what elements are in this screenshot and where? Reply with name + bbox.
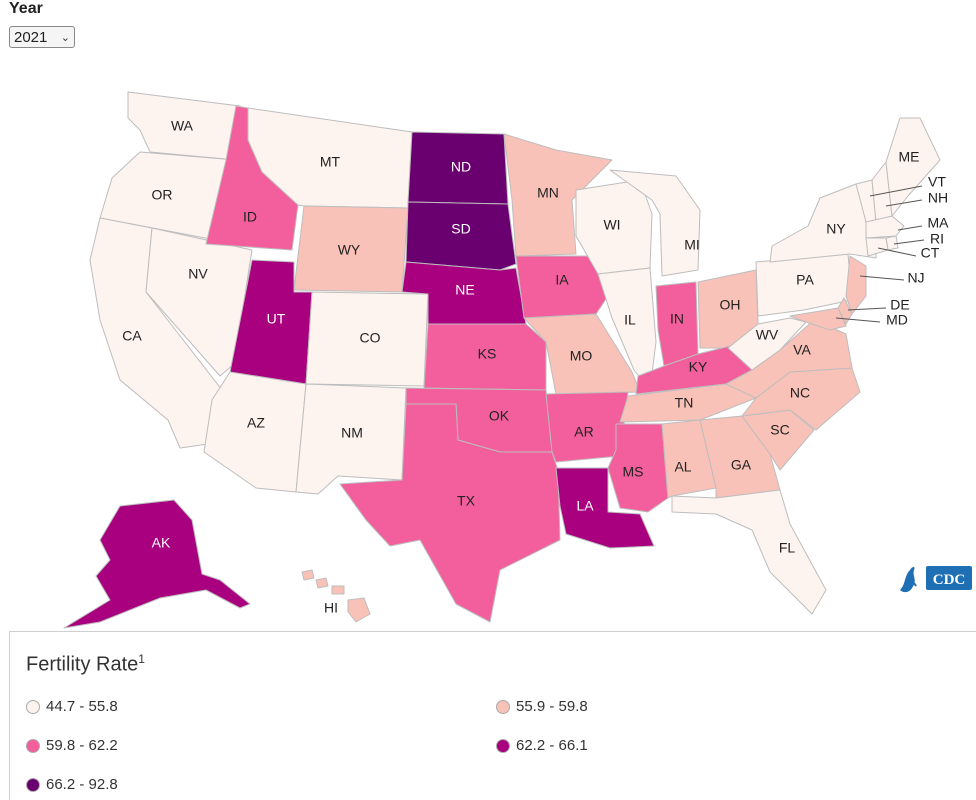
state-ND[interactable] (407, 131, 509, 205)
state-HI[interactable] (301, 569, 371, 623)
us-choropleth-map: WA OR CA NV ID MT WY UT AZ CO NM ND SD N… (63, 91, 950, 629)
state-CO[interactable] (305, 291, 429, 387)
state-FL[interactable] (671, 489, 827, 615)
state-KS[interactable] (423, 323, 547, 391)
legend-range-1: 44.7 - 55.8 (46, 698, 118, 715)
label-MD: MD (886, 312, 908, 328)
state-WY[interactable] (293, 205, 409, 293)
legend-title-text: Fertility Rate (26, 653, 139, 676)
legend-swatch-3 (26, 738, 40, 753)
legend-swatch-4 (496, 738, 510, 753)
state-AK[interactable] (63, 499, 251, 629)
legend-swatch-1 (26, 699, 40, 714)
legend-item-3: 59.8 - 62.2 (26, 737, 118, 754)
state-IA[interactable] (515, 255, 613, 319)
cdc-logo-text: CDC (933, 572, 966, 588)
label-HI: HI (324, 600, 338, 616)
label-CT: CT (921, 245, 940, 261)
legend-swatch-5 (26, 777, 40, 792)
legend-range-2: 55.9 - 59.8 (516, 698, 588, 715)
leader-MA (897, 225, 923, 231)
label-RI: RI (930, 231, 944, 247)
state-VA[interactable] (725, 319, 853, 399)
state-IN[interactable] (655, 281, 699, 367)
cdc-logo: CDC (900, 566, 972, 593)
legend-range-3: 59.8 - 62.2 (46, 737, 118, 754)
state-MN[interactable] (503, 133, 613, 257)
legend-item-1: 44.7 - 55.8 (26, 698, 118, 715)
leader-NJ (859, 275, 905, 281)
state-MS[interactable] (607, 423, 669, 513)
state-AR[interactable] (545, 391, 629, 463)
state-TX[interactable] (339, 403, 561, 623)
legend: Fertility Rate1 44.7 - 55.8 55.9 - 59.8 … (9, 631, 976, 800)
label-DE: DE (890, 297, 909, 313)
label-NJ: NJ (907, 270, 924, 286)
legend-item-4: 62.2 - 66.1 (496, 737, 588, 754)
legend-title: Fertility Rate1 (26, 652, 145, 677)
label-VT: VT (928, 174, 946, 190)
chevron-down-icon: ⌄ (60, 31, 70, 44)
state-CT[interactable] (865, 237, 889, 257)
state-MD[interactable] (789, 307, 847, 331)
state-MI[interactable] (609, 169, 701, 277)
state-AL[interactable] (661, 419, 717, 499)
legend-swatch-2 (496, 699, 510, 714)
state-WA[interactable] (127, 91, 241, 161)
leader-CT (877, 247, 917, 257)
year-label: Year (9, 0, 43, 17)
leader-NH (885, 199, 923, 207)
state-MA[interactable] (865, 215, 905, 239)
state-NJ[interactable] (845, 255, 867, 315)
state-SD[interactable] (405, 201, 517, 271)
legend-range-5: 66.2 - 92.8 (46, 776, 118, 793)
year-select[interactable]: 2021 ⌄ (9, 26, 75, 48)
state-LA[interactable] (555, 467, 655, 549)
legend-item-5: 66.2 - 92.8 (26, 776, 118, 793)
leader-DE (847, 307, 887, 311)
leader-MD (835, 317, 881, 323)
year-select-value: 2021 (14, 28, 48, 46)
leader-VT (869, 185, 923, 197)
legend-range-4: 62.2 - 66.1 (516, 737, 588, 754)
label-MA: MA (928, 215, 950, 231)
state-PA[interactable] (755, 253, 853, 317)
legend-footnote: 1 (138, 652, 145, 666)
leader-RI (893, 239, 925, 245)
state-NM[interactable] (295, 383, 407, 495)
state-AZ[interactable] (203, 371, 307, 493)
legend-item-2: 55.9 - 59.8 (496, 698, 588, 715)
state-DE[interactable] (837, 297, 853, 325)
label-NH: NH (928, 190, 948, 206)
